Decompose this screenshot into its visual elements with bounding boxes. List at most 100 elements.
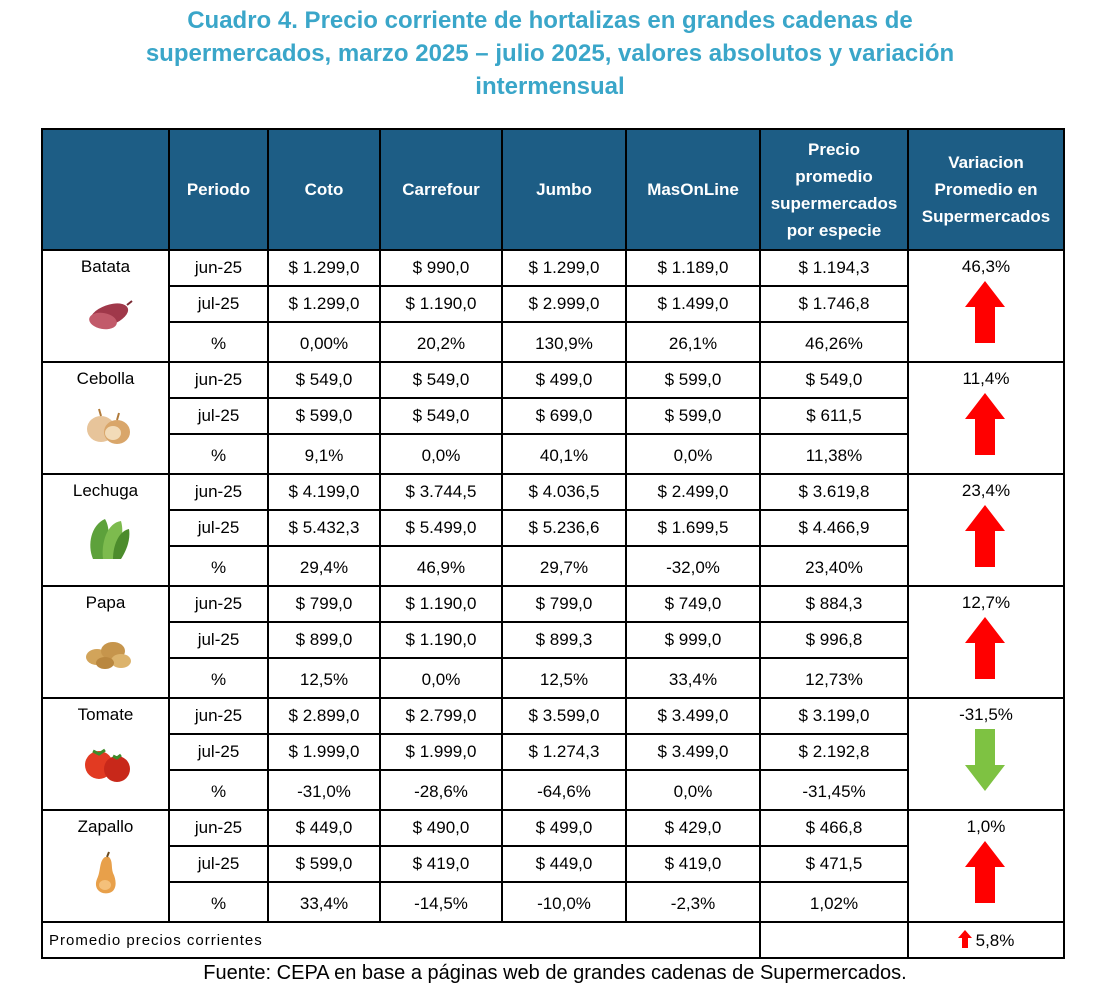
table-row: jul-25 $ 599,0 $ 419,0 $ 449,0 $ 419,0 $ 471,… bbox=[42, 845, 1064, 883]
masonline-price-cell: $ 599,0 bbox=[625, 397, 761, 435]
table-row: jul-25 $ 5.432,3 $ 5.499,0 $ 5.236,6 $ 1.699… bbox=[42, 509, 1064, 547]
header-average-price: Precio promedio supermercados por especi… bbox=[759, 128, 909, 251]
jumbo-price-cell: -64,6% bbox=[501, 769, 627, 811]
period-cell: jun-25 bbox=[168, 585, 269, 623]
jumbo-price-cell: $ 1.274,3 bbox=[501, 733, 627, 771]
variation-cell: 12,7% bbox=[907, 585, 1065, 699]
coto-price-cell: $ 1.299,0 bbox=[267, 285, 381, 323]
header-row: Periodo Coto Carrefour Jumbo MasOnLine P… bbox=[41, 128, 1065, 251]
coto-price-cell: 12,5% bbox=[267, 657, 381, 699]
header-coto: Coto bbox=[267, 128, 381, 251]
table-row: % 9,1% 0,0% 40,1% 0,0% 11,38% bbox=[42, 433, 1064, 475]
coto-price-cell: $ 4.199,0 bbox=[267, 473, 381, 511]
table-row: % 12,5% 0,0% 12,5% 33,4% 12,73% bbox=[42, 657, 1064, 699]
average-price-cell: $ 2.192,8 bbox=[759, 733, 909, 771]
jumbo-price-cell: $ 799,0 bbox=[501, 585, 627, 623]
jumbo-price-cell: 40,1% bbox=[501, 433, 627, 475]
coto-price-cell: $ 449,0 bbox=[267, 809, 381, 847]
table-row: % 29,4% 46,9% 29,7% -32,0% 23,40% bbox=[42, 545, 1064, 587]
jumbo-price-cell: 12,5% bbox=[501, 657, 627, 699]
average-price-cell: $ 549,0 bbox=[759, 361, 909, 399]
variation-value: 12,7% bbox=[961, 593, 1011, 612]
header-avg-line-4: por especie bbox=[786, 220, 882, 240]
variation-cell: 23,4% bbox=[907, 473, 1065, 587]
header-var-line-1: Variacion bbox=[948, 153, 1024, 172]
variation-cell: 11,4% bbox=[907, 361, 1065, 475]
source-note: Fuente: CEPA en base a páginas web de gr… bbox=[203, 962, 907, 984]
coto-price-cell: 29,4% bbox=[267, 545, 381, 587]
coto-price-cell: 9,1% bbox=[267, 433, 381, 475]
carrefour-price-cell: $ 549,0 bbox=[379, 397, 503, 435]
header-masonline: MasOnLine bbox=[625, 128, 761, 251]
carrefour-price-cell: $ 490,0 bbox=[379, 809, 503, 847]
average-price-cell: $ 471,5 bbox=[759, 845, 909, 883]
average-price-cell: 11,38% bbox=[759, 433, 909, 475]
average-price-cell: 1,02% bbox=[759, 881, 909, 923]
period-cell: jul-25 bbox=[168, 845, 269, 883]
product-cell: Tomate bbox=[41, 697, 170, 811]
coto-price-cell: $ 1.999,0 bbox=[267, 733, 381, 771]
jumbo-price-cell: 130,9% bbox=[501, 321, 627, 363]
masonline-price-cell: $ 599,0 bbox=[625, 361, 761, 399]
average-price-cell: $ 4.466,9 bbox=[759, 509, 909, 547]
product-name: Lechuga bbox=[72, 481, 139, 500]
masonline-price-cell: 0,0% bbox=[625, 769, 761, 811]
average-price-cell: 23,40% bbox=[759, 545, 909, 587]
table-row: jul-25 $ 599,0 $ 549,0 $ 699,0 $ 599,0 $ 611,… bbox=[42, 397, 1064, 435]
masonline-price-cell: $ 1.189,0 bbox=[625, 249, 761, 287]
carrefour-price-cell: 46,9% bbox=[379, 545, 503, 587]
product-cell: Lechuga bbox=[41, 473, 170, 587]
price-table: Periodo Coto Carrefour Jumbo MasOnLine P… bbox=[41, 128, 1065, 959]
footer-row: Promedio precios corrientes 5,8% bbox=[41, 921, 1065, 959]
variation-value: 11,4% bbox=[962, 369, 1010, 388]
jumbo-price-cell: -10,0% bbox=[501, 881, 627, 923]
product-cell: Cebolla bbox=[41, 361, 170, 475]
table-row: jul-25 $ 1.999,0 $ 1.999,0 $ 1.274,3 $ 3.499… bbox=[42, 733, 1064, 771]
table-row: % 0,00% 20,2% 130,9% 26,1% 46,26% bbox=[42, 321, 1064, 363]
masonline-price-cell: 0,0% bbox=[625, 433, 761, 475]
masonline-price-cell: 26,1% bbox=[625, 321, 761, 363]
coto-price-cell: $ 899,0 bbox=[267, 621, 381, 659]
carrefour-price-cell: 20,2% bbox=[379, 321, 503, 363]
carrefour-price-cell: $ 1.190,0 bbox=[379, 285, 503, 323]
variation-cell: -31,5% bbox=[907, 697, 1065, 811]
average-price-cell: $ 611,5 bbox=[759, 397, 909, 435]
masonline-price-cell: $ 999,0 bbox=[625, 621, 761, 659]
product-cell: Batata bbox=[41, 249, 170, 363]
average-price-cell: $ 3.619,8 bbox=[759, 473, 909, 511]
masonline-price-cell: $ 429,0 bbox=[625, 809, 761, 847]
product-cell: Papa bbox=[41, 585, 170, 699]
carrefour-price-cell: $ 2.799,0 bbox=[379, 697, 503, 735]
table-row: % -31,0% -28,6% -64,6% 0,0% -31,45% bbox=[42, 769, 1064, 811]
table-row: Cebolla jun-25 $ 549,0 $ 549,0 $ 499,0 $ 599,… bbox=[41, 361, 1065, 475]
variation-value: 1,0% bbox=[966, 817, 1006, 836]
masonline-price-cell: $ 419,0 bbox=[625, 845, 761, 883]
jumbo-price-cell: $ 499,0 bbox=[501, 809, 627, 847]
jumbo-price-cell: $ 699,0 bbox=[501, 397, 627, 435]
average-price-cell: $ 1.746,8 bbox=[759, 285, 909, 323]
jumbo-price-cell: $ 2.999,0 bbox=[501, 285, 627, 323]
title-line-2: supermercados, marzo 2025 – julio 2025, … bbox=[145, 40, 955, 67]
period-cell: jun-25 bbox=[168, 249, 269, 287]
header-period: Periodo bbox=[168, 128, 269, 251]
masonline-price-cell: 33,4% bbox=[625, 657, 761, 699]
footer-average bbox=[759, 921, 909, 959]
header-carrefour: Carrefour bbox=[379, 128, 503, 251]
coto-price-cell: $ 5.432,3 bbox=[267, 509, 381, 547]
jumbo-price-cell: $ 4.036,5 bbox=[501, 473, 627, 511]
table-row: Zapallo jun-25 $ 449,0 $ 490,0 $ 499,0 $ 429,… bbox=[41, 809, 1065, 923]
header-avg-line-1: Precio bbox=[808, 139, 860, 159]
masonline-price-cell: $ 3.499,0 bbox=[625, 733, 761, 771]
coto-price-cell: 0,00% bbox=[267, 321, 381, 363]
variation-value: -31,5% bbox=[959, 705, 1013, 724]
carrefour-price-cell: $ 3.744,5 bbox=[379, 473, 503, 511]
average-price-cell: $ 3.199,0 bbox=[759, 697, 909, 735]
jumbo-price-cell: $ 5.236,6 bbox=[501, 509, 627, 547]
average-price-cell: -31,45% bbox=[759, 769, 909, 811]
period-cell: jun-25 bbox=[168, 697, 269, 735]
variation-cell: 1,0% bbox=[907, 809, 1065, 923]
title-line-3: intermensual bbox=[475, 73, 625, 100]
table-row: % 33,4% -14,5% -10,0% -2,3% 1,02% bbox=[42, 881, 1064, 923]
product-name: Cebolla bbox=[76, 369, 135, 388]
arrow-up-small-icon bbox=[957, 929, 972, 948]
